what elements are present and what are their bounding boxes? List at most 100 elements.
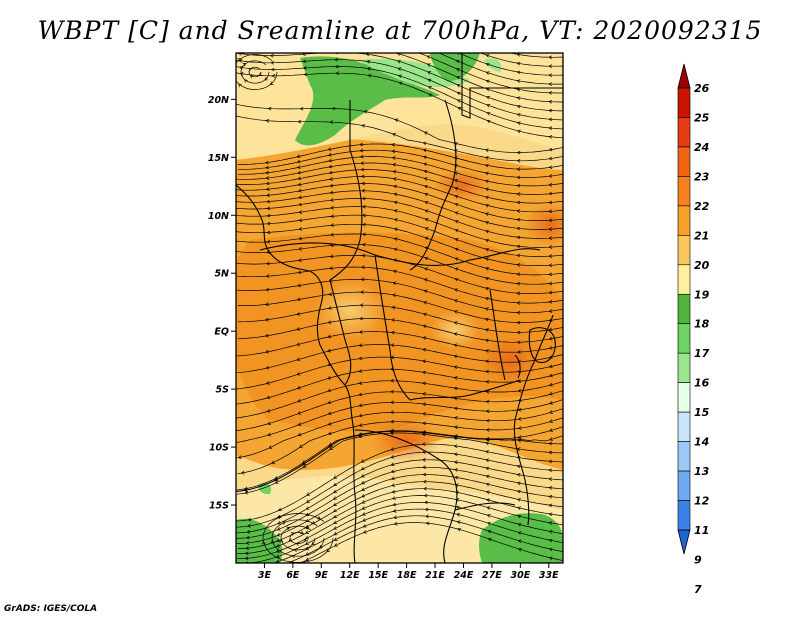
streamline-arrow — [296, 159, 301, 164]
streamline — [237, 149, 563, 178]
streamline-arrow — [484, 187, 489, 192]
streamline-arrow — [327, 411, 332, 416]
streamline-arrow — [426, 63, 431, 67]
colorbar-swatch — [677, 235, 691, 266]
streamline-arrow — [391, 156, 396, 160]
streamline-arrow — [517, 514, 522, 519]
streamline-arrow — [422, 381, 426, 386]
streamline-arrow — [264, 160, 269, 165]
streamline-arrow — [327, 320, 332, 324]
colorbar-label: 26 — [694, 82, 710, 95]
streamline-arrow — [548, 318, 553, 323]
streamline-arrow — [549, 401, 553, 405]
colorbar-bottom-arrow — [677, 529, 691, 555]
streamline-arrow — [454, 475, 459, 480]
streamline-arrow — [453, 321, 458, 325]
streamline-arrow — [327, 306, 332, 310]
streamline-arrow — [390, 410, 394, 415]
colorbar-swatch — [677, 293, 691, 325]
streamline-arrow — [238, 45, 241, 48]
streamline-arrow — [302, 28, 305, 31]
streamline-arrow — [516, 87, 521, 92]
streamline-arrow — [327, 147, 332, 151]
streamline-arrow — [367, 73, 372, 78]
streamline-arrow — [392, 162, 396, 167]
streamline — [236, 115, 563, 162]
streamline-arrow — [361, 124, 366, 128]
streamline-arrow — [517, 379, 522, 384]
colorbar-label: 14 — [694, 436, 709, 449]
lat-tick-label: 5S — [216, 385, 230, 396]
streamline-arrow — [237, 58, 242, 62]
streamline-arrow — [296, 327, 301, 331]
streamline-arrow — [453, 406, 458, 411]
streamline-arrow — [244, 490, 249, 495]
streamline — [236, 162, 563, 195]
colorbar-swatch — [677, 441, 691, 472]
streamline-arrow — [484, 171, 489, 176]
streamline-arrow — [422, 359, 426, 364]
streamline-arrow — [266, 193, 270, 198]
streamline-arrow — [245, 577, 248, 580]
streamline-arrow — [548, 529, 553, 534]
streamline — [395, 53, 563, 103]
streamline-arrow — [516, 310, 521, 315]
streamline-arrow — [391, 293, 396, 298]
streamline-arrow — [296, 170, 301, 175]
streamline-arrow — [516, 70, 521, 75]
streamline-arrow — [366, 11, 369, 14]
streamline-arrow — [484, 203, 489, 208]
streamline-arrow — [485, 418, 490, 423]
streamline-arrow — [548, 382, 553, 387]
streamline-arrow — [548, 182, 553, 187]
streamline-arrow — [389, 431, 394, 435]
streamline — [236, 430, 563, 492]
streamline-arrow — [517, 435, 522, 439]
streamline-arrow — [423, 162, 428, 167]
streamline-arrow — [358, 403, 363, 408]
streamline-arrow — [453, 425, 458, 430]
streamline-arrow — [265, 118, 270, 123]
streamline-arrow — [392, 133, 396, 137]
streamline-arrow — [453, 149, 458, 153]
streamline-arrow — [333, 514, 337, 519]
colorbar-swatch — [677, 411, 691, 442]
streamline-arrow — [516, 61, 521, 66]
streamline-arrow — [485, 212, 489, 216]
wbpt-shade-green-southeast — [479, 513, 563, 563]
streamline-arrow — [265, 181, 270, 186]
streamline-arrow — [290, 532, 295, 536]
streamline-arrow — [548, 547, 553, 552]
streamline-arrow — [359, 148, 364, 153]
streamline-arrow — [486, 119, 491, 124]
streamline-arrow — [328, 278, 333, 283]
lon-tick-label: 6E — [286, 570, 300, 581]
streamline-arrow — [361, 506, 366, 510]
streamline-arrow — [423, 184, 428, 189]
streamline — [418, 53, 563, 94]
streamline-arrow — [427, 48, 430, 51]
streamline-arrow — [548, 156, 553, 161]
streamline-arrow — [517, 547, 522, 552]
streamline-arrow — [298, 202, 303, 207]
streamline — [237, 304, 563, 333]
streamline-arrow — [297, 258, 302, 262]
streamline-arrow — [276, 527, 281, 531]
streamline-arrow — [390, 330, 395, 335]
streamline-arrow — [516, 96, 521, 100]
streamline-arrow — [453, 416, 458, 420]
streamline-arrow — [277, 507, 282, 512]
streamline-arrow — [453, 163, 458, 168]
streamline-arrow — [455, 498, 460, 502]
streamline-arrow — [332, 502, 337, 506]
streamline-arrow — [486, 514, 491, 518]
streamline-arrow — [454, 194, 459, 199]
streamline-arrow — [484, 437, 489, 442]
streamline-arrow — [484, 148, 489, 152]
wbpt-shade-green-northeast — [430, 53, 480, 82]
streamline-arrow — [270, 60, 275, 65]
streamline-arrow — [425, 521, 430, 526]
lon-tick-label: 15E — [368, 570, 388, 581]
streamline-arrow — [484, 179, 489, 184]
